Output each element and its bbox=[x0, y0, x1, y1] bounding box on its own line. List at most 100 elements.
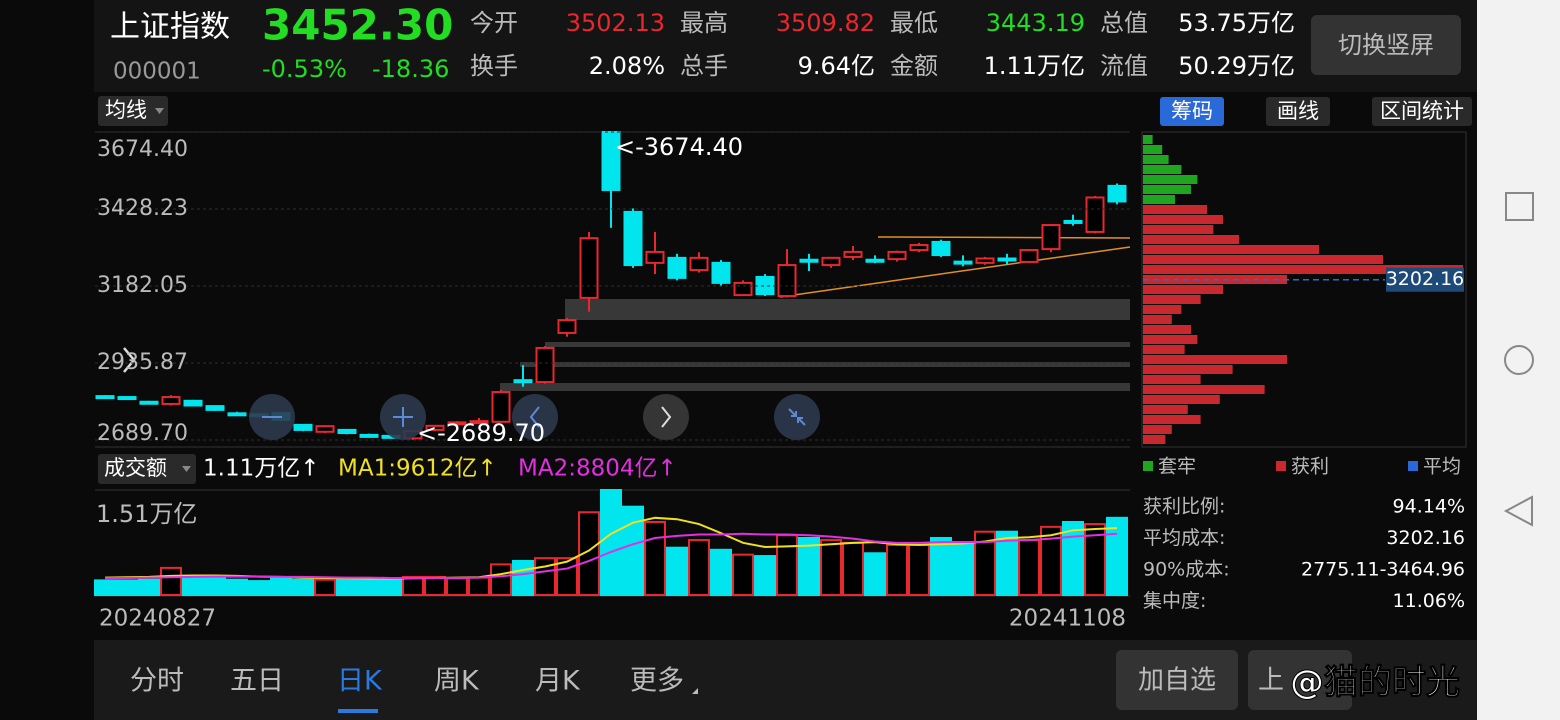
volume-bar bbox=[292, 578, 314, 596]
stat-label: 获利比例: bbox=[1143, 496, 1225, 518]
volume-bar bbox=[160, 566, 182, 597]
menu-caret bbox=[155, 108, 164, 114]
expand-arrow[interactable] bbox=[123, 347, 136, 373]
candle-body bbox=[799, 258, 819, 263]
quote-value: 1.11万亿 bbox=[984, 52, 1085, 80]
button-bg[interactable] bbox=[1248, 650, 1352, 710]
period-tab[interactable]: 月K bbox=[535, 666, 581, 697]
chip-bar bbox=[1143, 235, 1239, 244]
volume-bar bbox=[336, 577, 358, 597]
max-label: <-3674.40 bbox=[615, 133, 743, 161]
candle-body bbox=[733, 281, 753, 297]
period-tab[interactable]: 分时 bbox=[130, 666, 184, 697]
avg-cost-label: 3202.16 bbox=[1386, 268, 1465, 290]
candle-body bbox=[975, 257, 995, 264]
candle-body bbox=[183, 399, 203, 407]
button-bg[interactable] bbox=[1116, 650, 1238, 710]
volume-bar bbox=[820, 539, 842, 596]
volume-bar bbox=[1062, 520, 1084, 596]
quote-label: 金额 bbox=[890, 52, 938, 80]
candle-body bbox=[293, 423, 313, 431]
chip-bar bbox=[1143, 205, 1207, 214]
quote-value: 53.75万亿 bbox=[1178, 9, 1295, 37]
y-tick-label: 3428.23 bbox=[97, 196, 188, 221]
volume-bar bbox=[468, 576, 490, 597]
chip-bar bbox=[1143, 325, 1191, 334]
chip-bar bbox=[1143, 405, 1188, 414]
icon bbox=[529, 406, 540, 428]
volume-bar bbox=[666, 546, 688, 596]
chip-bar bbox=[1143, 415, 1201, 424]
y-tick-label: 3674.40 bbox=[97, 137, 188, 162]
nav-back[interactable] bbox=[1503, 495, 1533, 527]
volume-bar bbox=[248, 580, 270, 596]
period-tab[interactable]: 周K bbox=[434, 666, 480, 697]
orient-button[interactable] bbox=[1311, 15, 1461, 75]
zone bbox=[520, 362, 1130, 367]
index-name: 上证指数 bbox=[110, 10, 230, 45]
stat-label: 90%成本: bbox=[1143, 559, 1230, 581]
chip-bar bbox=[1143, 135, 1153, 144]
volume-bar bbox=[446, 577, 468, 597]
chip-bar bbox=[1143, 365, 1233, 374]
chip-bar bbox=[1143, 345, 1185, 354]
volume-bar bbox=[402, 575, 424, 597]
y-tick-label: 2935.87 bbox=[97, 350, 188, 375]
volume-menu-box[interactable] bbox=[98, 454, 196, 484]
volume-bar bbox=[1018, 539, 1040, 596]
candle-body bbox=[557, 319, 577, 334]
volume-bar bbox=[798, 536, 820, 596]
volume-bar bbox=[204, 576, 226, 597]
chip-bar bbox=[1143, 425, 1172, 434]
volume-bar bbox=[1084, 523, 1106, 597]
period-tab[interactable]: 日K bbox=[337, 666, 383, 697]
candle-body bbox=[315, 425, 335, 433]
volume-bar bbox=[710, 548, 732, 597]
candle-body bbox=[689, 256, 709, 272]
volume-bar bbox=[754, 555, 776, 597]
stat-value: 2775.11-3464.96 bbox=[1301, 559, 1465, 581]
stat-label: 集中度: bbox=[1143, 590, 1206, 612]
chip-frame bbox=[1141, 131, 1467, 448]
chip-bar bbox=[1143, 215, 1223, 224]
legend-entry: MA1:9612亿↑ bbox=[338, 456, 497, 482]
volume-bar bbox=[226, 578, 248, 596]
nav-home[interactable] bbox=[1504, 345, 1534, 375]
period-tab[interactable]: 更多 bbox=[630, 666, 684, 697]
volume-bar bbox=[688, 539, 710, 596]
candle-body bbox=[359, 433, 379, 438]
candle-body bbox=[777, 264, 797, 298]
candle-body bbox=[139, 400, 159, 405]
candle-body bbox=[513, 379, 533, 384]
period-tab[interactable]: 五日 bbox=[230, 666, 284, 697]
index-price: 3452.30 bbox=[262, 1, 453, 50]
zones bbox=[500, 299, 1130, 391]
chip-bar bbox=[1143, 265, 1463, 274]
tool-button[interactable] bbox=[1266, 97, 1330, 126]
x-tick-label: 20240827 bbox=[99, 606, 216, 632]
chip-bar bbox=[1143, 175, 1198, 184]
prev-button[interactable] bbox=[512, 394, 558, 440]
volume-bar bbox=[996, 530, 1018, 597]
chip-bar bbox=[1143, 155, 1169, 164]
tool-label: 区间统计 bbox=[1380, 99, 1464, 123]
candle-body bbox=[117, 396, 137, 401]
reset-button[interactable] bbox=[774, 394, 820, 440]
nav-recent[interactable] bbox=[1505, 192, 1534, 221]
change: -18.36 bbox=[372, 55, 449, 83]
volume-bar bbox=[512, 559, 534, 596]
tool-button[interactable] bbox=[1160, 97, 1224, 126]
legend-label: 平均 bbox=[1423, 456, 1461, 478]
candle-body bbox=[1063, 219, 1083, 224]
legend-swatch bbox=[1408, 461, 1418, 471]
next-button[interactable] bbox=[643, 394, 689, 440]
index-code: 000001 bbox=[113, 59, 201, 85]
nav-bar bbox=[1477, 0, 1560, 720]
volume-bar bbox=[116, 579, 138, 596]
chip-bar bbox=[1143, 375, 1201, 384]
chip-bar bbox=[1143, 145, 1163, 154]
chip-bar bbox=[1143, 285, 1223, 294]
ma-menu-box[interactable] bbox=[98, 96, 168, 126]
tool-button[interactable] bbox=[1372, 97, 1472, 126]
legend-entry: MA2:8804亿↑ bbox=[518, 456, 677, 482]
